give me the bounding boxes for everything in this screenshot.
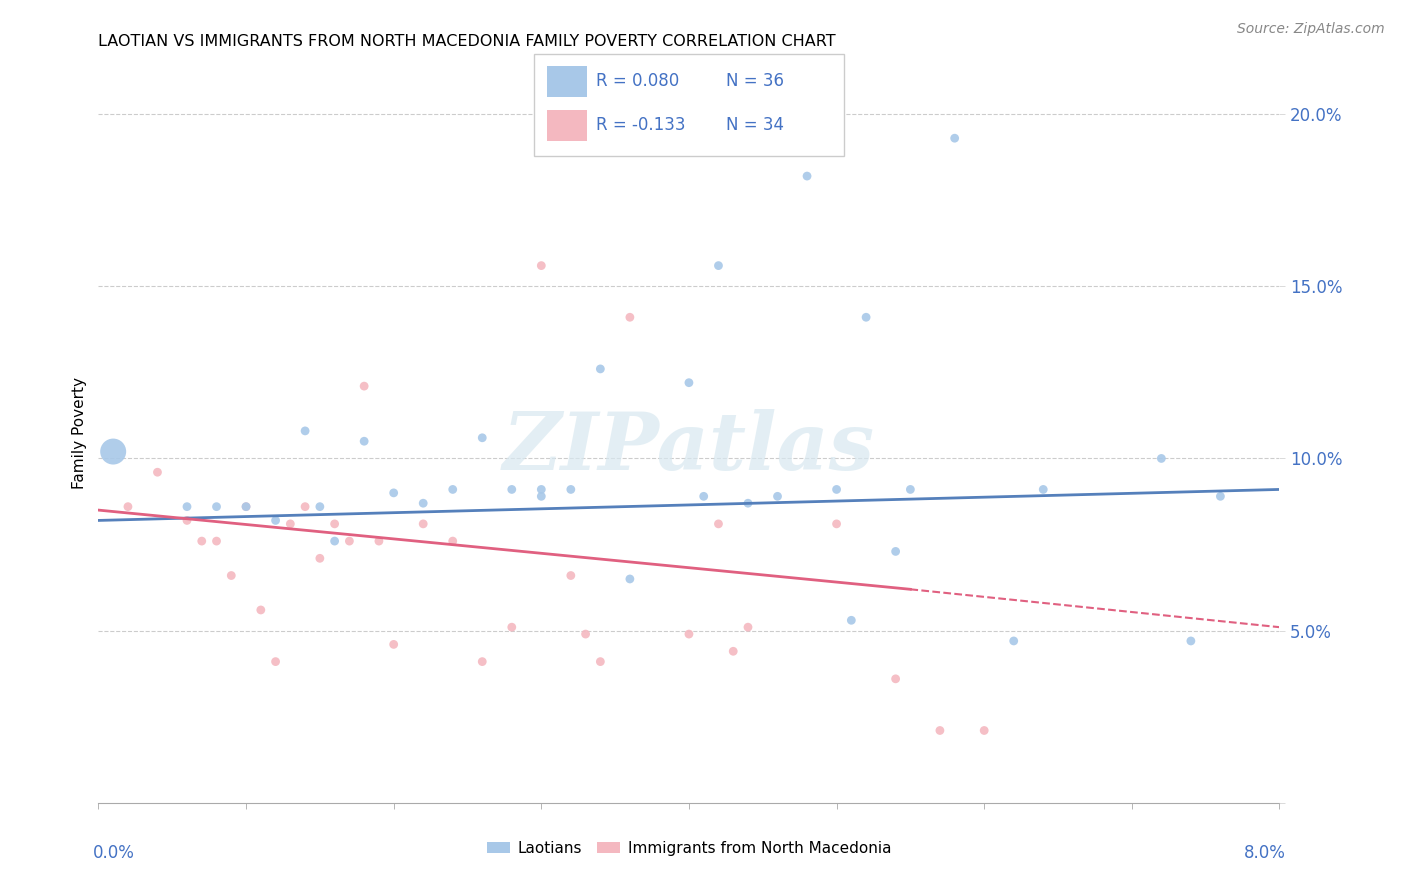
Point xyxy=(235,500,257,514)
Point xyxy=(353,434,375,449)
Point xyxy=(176,513,198,527)
Text: N = 36: N = 36 xyxy=(725,72,785,90)
Point xyxy=(707,516,730,531)
Point xyxy=(619,310,641,325)
Point xyxy=(294,424,316,438)
Point xyxy=(619,572,641,586)
Point xyxy=(471,431,494,445)
Text: Source: ZipAtlas.com: Source: ZipAtlas.com xyxy=(1237,22,1385,37)
Point xyxy=(825,483,848,497)
Point xyxy=(368,534,391,549)
Point xyxy=(221,568,243,582)
Point xyxy=(693,489,716,503)
Text: R = -0.133: R = -0.133 xyxy=(596,116,686,135)
Y-axis label: Family Poverty: Family Poverty xyxy=(72,376,87,489)
Point xyxy=(117,500,139,514)
Point xyxy=(323,534,346,549)
Point xyxy=(339,534,361,549)
Point xyxy=(841,613,863,627)
Point xyxy=(103,444,125,458)
Point xyxy=(825,516,848,531)
Point xyxy=(264,655,287,669)
Point xyxy=(250,603,273,617)
Point xyxy=(441,534,464,549)
Point xyxy=(560,483,582,497)
Point xyxy=(382,637,405,651)
Text: ZIPatlas: ZIPatlas xyxy=(503,409,875,486)
Point xyxy=(884,672,907,686)
Legend: Laotians, Immigrants from North Macedonia: Laotians, Immigrants from North Macedoni… xyxy=(481,835,897,862)
Point xyxy=(1032,483,1054,497)
Point xyxy=(796,169,818,183)
Point xyxy=(1180,634,1202,648)
Point xyxy=(900,483,922,497)
Point xyxy=(723,644,745,658)
Point xyxy=(1002,634,1025,648)
Point xyxy=(589,362,612,376)
Text: LAOTIAN VS IMMIGRANTS FROM NORTH MACEDONIA FAMILY POVERTY CORRELATION CHART: LAOTIAN VS IMMIGRANTS FROM NORTH MACEDON… xyxy=(98,34,837,49)
Point xyxy=(1209,489,1232,503)
Point xyxy=(530,259,553,273)
Point xyxy=(855,310,877,325)
Text: 0.0%: 0.0% xyxy=(93,844,135,862)
Bar xyxy=(547,66,586,96)
Point xyxy=(575,627,598,641)
Point xyxy=(929,723,952,738)
Point xyxy=(1150,451,1173,466)
FancyBboxPatch shape xyxy=(534,54,844,156)
Point xyxy=(280,516,302,531)
Point xyxy=(264,513,287,527)
Point xyxy=(412,496,434,510)
Point xyxy=(766,489,789,503)
Text: R = 0.080: R = 0.080 xyxy=(596,72,679,90)
Point xyxy=(530,483,553,497)
Point xyxy=(191,534,214,549)
Point xyxy=(353,379,375,393)
Point xyxy=(737,620,759,634)
Point xyxy=(146,465,169,479)
Text: 8.0%: 8.0% xyxy=(1243,844,1285,862)
Point xyxy=(501,483,523,497)
Point xyxy=(973,723,995,738)
Point xyxy=(205,500,228,514)
Point xyxy=(501,620,523,634)
Point xyxy=(943,131,966,145)
Point xyxy=(294,500,316,514)
Point xyxy=(235,500,257,514)
Point xyxy=(309,500,332,514)
Point xyxy=(737,496,759,510)
Point xyxy=(678,376,700,390)
Point xyxy=(382,486,405,500)
Point xyxy=(412,516,434,531)
Point xyxy=(441,483,464,497)
Point xyxy=(309,551,332,566)
Text: N = 34: N = 34 xyxy=(725,116,785,135)
Point xyxy=(471,655,494,669)
Point xyxy=(678,627,700,641)
Point xyxy=(323,516,346,531)
Point xyxy=(884,544,907,558)
Bar xyxy=(547,110,586,141)
Point xyxy=(176,500,198,514)
Point xyxy=(589,655,612,669)
Point xyxy=(560,568,582,582)
Point xyxy=(530,489,553,503)
Point xyxy=(707,259,730,273)
Point xyxy=(205,534,228,549)
